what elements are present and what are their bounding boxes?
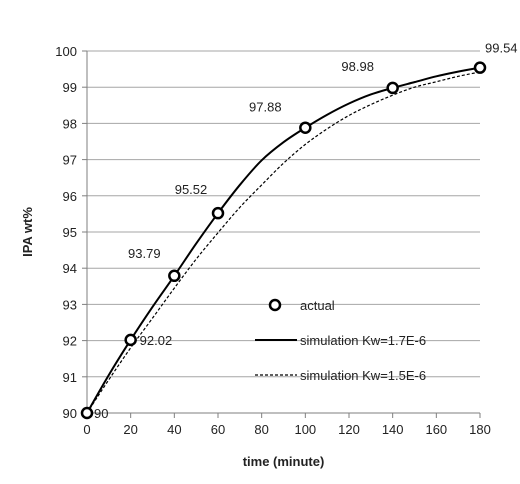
legend: actual simulation Kw=1.7E-6 simulation Kw=…: [255, 298, 426, 383]
y-tick-label-100: 100: [55, 44, 77, 59]
x-tick-label-20: 20: [123, 422, 137, 437]
x-tick-label-120: 120: [338, 422, 360, 437]
y-axis-title: IPA wt%: [20, 207, 35, 257]
y-tick-label-94: 94: [63, 261, 77, 276]
data-labels: 90 92.02 93.79 95.52 97.88 98.98 99.54: [94, 41, 518, 421]
y-tick-label-90: 90: [63, 406, 77, 421]
gridlines: [87, 50, 480, 378]
legend-label-actual: actual: [300, 298, 335, 313]
data-label-40: 93.79: [128, 246, 161, 261]
data-label-20: 92.02: [140, 333, 173, 348]
data-label-60: 95.52: [175, 182, 208, 197]
x-tick-label-100: 100: [294, 422, 316, 437]
x-tick-label-60: 60: [211, 422, 225, 437]
series-line-simulation-kw-1-7e-6: [86, 66, 481, 414]
y-tick-label-96: 96: [63, 189, 77, 204]
x-axis-title: time (minute): [243, 454, 325, 469]
data-point-20: [124, 333, 137, 347]
tick-labels: 90 91 92 93 94 95 96 97 98 99 100 0 20 40 60 80 100 120 14…: [55, 44, 491, 437]
legend-marker-actual: [268, 298, 282, 312]
plot-area: [80, 61, 487, 420]
y-tick-label-98: 98: [63, 116, 77, 131]
data-label-100: 97.88: [249, 100, 282, 115]
data-point-140: [386, 81, 399, 95]
data-label-180: 99.54: [485, 41, 518, 56]
x-tick-label-0: 0: [83, 422, 90, 437]
legend-label-simulation-kw-1-5e-6: simulation Kw=1.5E-6: [300, 368, 426, 383]
y-tick-label-97: 97: [63, 153, 77, 168]
x-tick-label-140: 140: [382, 422, 404, 437]
y-tick-label-95: 95: [63, 225, 77, 240]
data-label-0: 90: [94, 406, 108, 421]
data-point-0: [80, 406, 94, 420]
data-point-100: [299, 121, 312, 134]
data-point-40: [168, 269, 181, 283]
y-tick-label-99: 99: [63, 80, 77, 95]
legend-label-simulation-kw-1-7e-6: simulation Kw=1.7E-6: [300, 333, 426, 348]
y-tick-label-91: 91: [63, 370, 77, 385]
x-tick-label-80: 80: [254, 422, 268, 437]
data-point-60: [211, 206, 225, 220]
data-label-140: 98.98: [341, 59, 374, 74]
series-line-simulation-kw-1-5e-6: [86, 71, 481, 414]
x-tick-label-40: 40: [167, 422, 181, 437]
x-tick-label-180: 180: [469, 422, 491, 437]
y-tick-label-92: 92: [63, 334, 77, 349]
data-point-180: [473, 61, 487, 74]
y-tick-label-93: 93: [63, 297, 77, 312]
x-tick-label-160: 160: [425, 422, 447, 437]
